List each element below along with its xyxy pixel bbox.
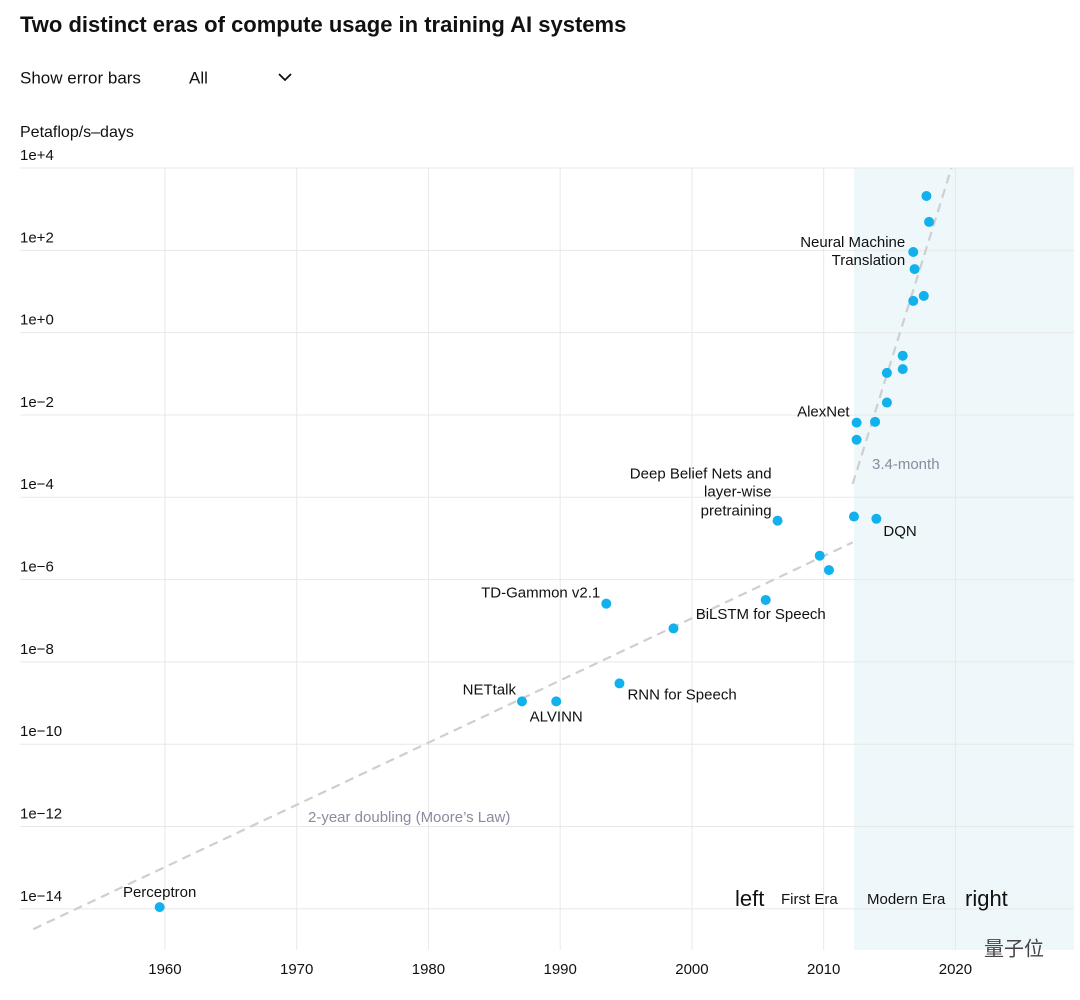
data-point [881, 367, 892, 378]
point-label: AlexNet [797, 404, 850, 421]
chevron[interactable] [278, 73, 292, 82]
y-tick-label: 1e−10 [20, 723, 62, 740]
x-tick-label: 1980 [412, 961, 445, 978]
era-label: right [965, 886, 1008, 911]
x-tick-label: 1990 [543, 961, 576, 978]
data-point [154, 902, 165, 913]
data-point [870, 416, 881, 427]
point-label: Neural Machine [800, 234, 905, 251]
y-tick-label: 1e−14 [20, 888, 62, 905]
x-tick-label: 2000 [675, 961, 708, 978]
y-tick-label: 1e+2 [20, 229, 54, 246]
data-point [897, 350, 908, 361]
point-label: layer-wise [704, 484, 772, 501]
y-tick-label: 1e−8 [20, 641, 54, 658]
data-point [516, 696, 527, 707]
data-point [814, 550, 825, 561]
data-point [851, 434, 862, 445]
data-point [909, 264, 920, 275]
data-point [601, 598, 612, 609]
dropdown[interactable]: All [180, 62, 300, 96]
x-tick-label: 1970 [280, 961, 313, 978]
data-point [851, 417, 862, 428]
data-point [551, 696, 562, 707]
data-point [921, 190, 932, 201]
y-tick-label: 1e+0 [20, 312, 54, 329]
data-point [924, 216, 935, 227]
point-label: ALVINN [530, 708, 583, 725]
era-label: left [735, 886, 764, 911]
dropdown-box[interactable] [180, 62, 300, 96]
point-label: pretraining [701, 503, 772, 520]
data-point [908, 295, 919, 306]
data-point [881, 397, 892, 408]
data-point [908, 247, 919, 258]
data-point [614, 678, 625, 689]
trend-line [851, 167, 953, 485]
y-tick-label: 1e−4 [20, 476, 54, 493]
watermark: 量子位 [984, 937, 1044, 960]
point-label: BiLSTM for Speech [696, 606, 826, 623]
point-label: DQN [883, 523, 916, 540]
data-point [918, 290, 929, 301]
trend-label: 3.4-month [872, 456, 940, 473]
point-label: Deep Belief Nets and [630, 466, 772, 483]
dropdown-value[interactable]: All [189, 68, 208, 87]
control-label: Show error bars [20, 68, 141, 87]
y-tick-label: 1e−2 [20, 394, 54, 411]
chart-title: Two distinct eras of compute usage in tr… [20, 12, 626, 37]
era-label: Modern Era [867, 891, 946, 908]
point-label: Translation [832, 252, 906, 269]
data-point [871, 513, 882, 524]
data-point [760, 594, 771, 605]
data-point [823, 565, 834, 576]
y-axis-title: Petaflop/s–days [20, 124, 134, 141]
x-tick-label: 1960 [148, 961, 181, 978]
y-tick-label: 1e−12 [20, 805, 62, 822]
point-label: NETtalk [463, 681, 517, 698]
data-point [668, 623, 679, 634]
x-tick-label: 2010 [807, 961, 840, 978]
x-tick-label: 2020 [939, 961, 972, 978]
y-tick-label: 1e+4 [20, 147, 54, 164]
point-label: Perceptron [123, 884, 196, 901]
trend-label: 2-year doubling (Moore’s Law) [308, 809, 510, 826]
era-label: First Era [781, 891, 838, 908]
point-label: RNN for Speech [627, 686, 736, 703]
trend-line [32, 541, 854, 931]
data-point [897, 364, 908, 375]
data-point [848, 511, 859, 522]
y-tick-label: 1e−6 [20, 559, 54, 576]
data-point [772, 515, 783, 526]
modern-era-band [853, 168, 1074, 950]
point-label: TD-Gammon v2.1 [481, 585, 600, 602]
